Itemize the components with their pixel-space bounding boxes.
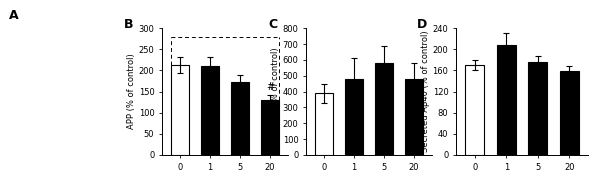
Bar <box>497 45 516 155</box>
Bar <box>315 93 333 155</box>
Bar <box>528 62 547 155</box>
Bar <box>201 66 219 155</box>
Bar <box>560 71 578 155</box>
Bar <box>171 65 189 155</box>
Text: D: D <box>416 18 427 31</box>
Text: C: C <box>268 18 277 31</box>
Y-axis label: APP (% of control): APP (% of control) <box>127 54 136 129</box>
Bar <box>375 63 393 155</box>
Bar <box>261 100 279 155</box>
Bar <box>466 65 484 155</box>
Y-axis label: Secreted Aβ40 (% of control): Secreted Aβ40 (% of control) <box>421 31 430 152</box>
Text: B: B <box>124 18 134 31</box>
Y-axis label: BACE1 (% of control): BACE1 (% of control) <box>271 48 280 135</box>
Bar <box>231 82 249 155</box>
Text: A: A <box>9 9 19 22</box>
Bar <box>345 79 363 155</box>
Bar <box>405 79 423 155</box>
Text: #: # <box>266 81 274 92</box>
